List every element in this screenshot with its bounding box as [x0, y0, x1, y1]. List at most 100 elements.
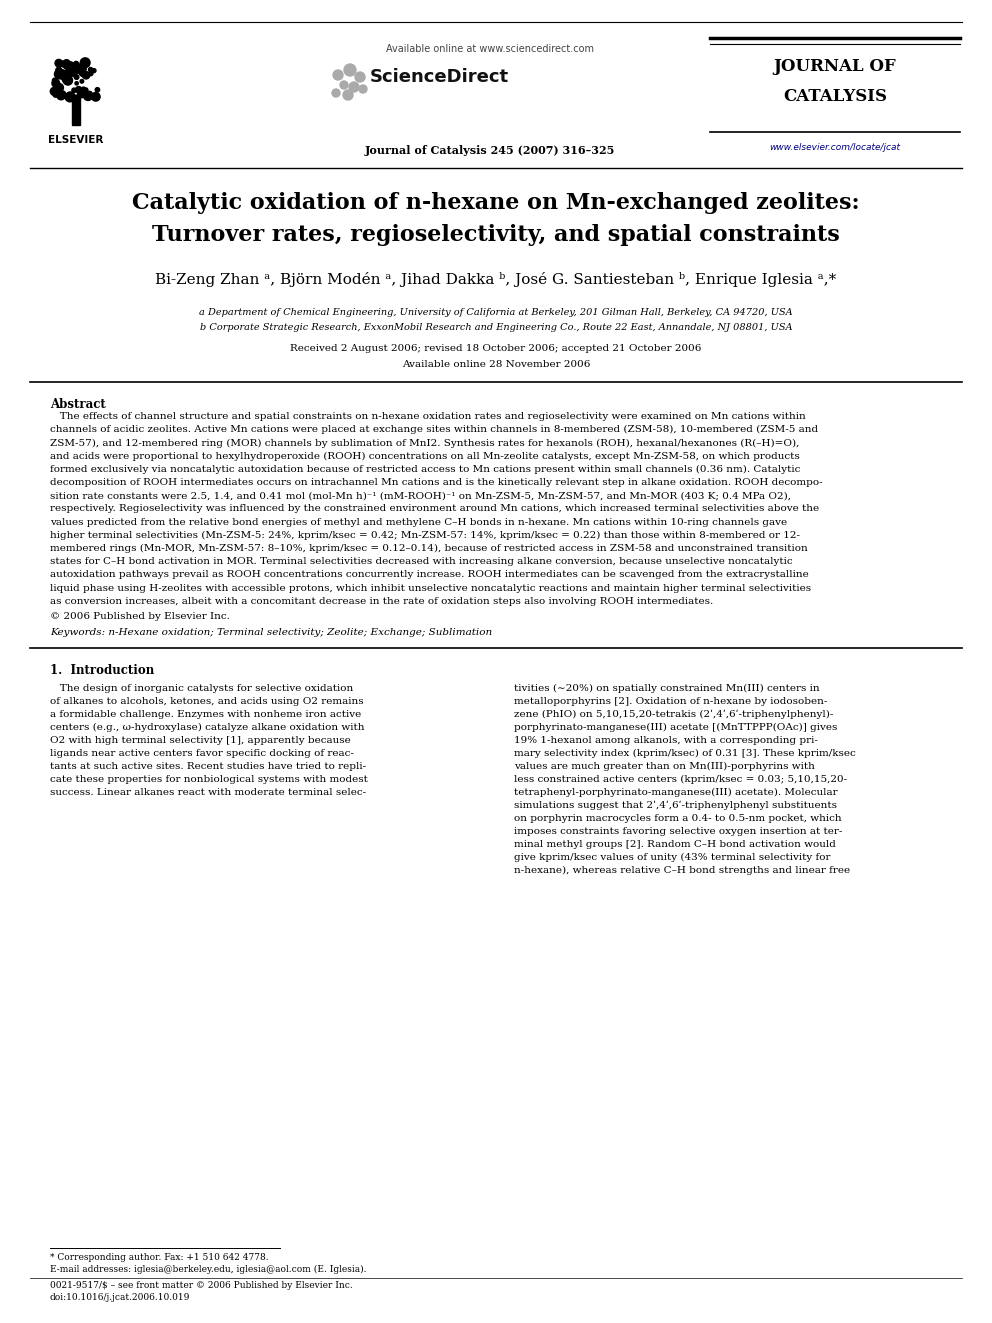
Text: a formidable challenge. Enzymes with nonheme iron active: a formidable challenge. Enzymes with non… [50, 710, 361, 718]
Circle shape [340, 81, 348, 89]
Text: tants at such active sites. Recent studies have tried to repli-: tants at such active sites. Recent studi… [50, 762, 366, 771]
Circle shape [73, 61, 78, 66]
Text: * Corresponding author. Fax: +1 510 642 4778.: * Corresponding author. Fax: +1 510 642 … [50, 1253, 269, 1262]
Circle shape [63, 70, 71, 78]
Text: mary selectivity index (kprim/ksec) of 0.31 [3]. These kprim/ksec: mary selectivity index (kprim/ksec) of 0… [514, 749, 856, 758]
Circle shape [344, 64, 356, 75]
Text: The effects of channel structure and spatial constraints on n-hexane oxidation r: The effects of channel structure and spa… [50, 411, 806, 421]
Text: Journal of Catalysis 245 (2007) 316–325: Journal of Catalysis 245 (2007) 316–325 [365, 146, 615, 156]
Text: values predicted from the relative bond energies of methyl and methylene C–H bon: values predicted from the relative bond … [50, 517, 787, 527]
Text: ligands near active centers favor specific docking of reac-: ligands near active centers favor specif… [50, 749, 354, 758]
Circle shape [66, 93, 74, 101]
Text: tivities (∼20%) on spatially constrained Mn(III) centers in: tivities (∼20%) on spatially constrained… [514, 684, 819, 693]
Circle shape [53, 78, 57, 83]
Text: as conversion increases, albeit with a concomitant decrease in the rate of oxida: as conversion increases, albeit with a c… [50, 597, 713, 606]
Text: minal methyl groups [2]. Random C–H bond activation would: minal methyl groups [2]. Random C–H bond… [514, 840, 836, 849]
Circle shape [69, 94, 73, 98]
Circle shape [63, 75, 72, 85]
Circle shape [65, 62, 74, 70]
Circle shape [57, 91, 65, 99]
Text: values are much greater than on Mn(III)-porphyrins with: values are much greater than on Mn(III)-… [514, 762, 814, 771]
Circle shape [73, 64, 83, 74]
Circle shape [332, 89, 340, 97]
Text: Keywords: n-Hexane oxidation; Terminal selectivity; Zeolite; Exchange; Sublimati: Keywords: n-Hexane oxidation; Terminal s… [50, 628, 492, 636]
Text: imposes constraints favoring selective oxygen insertion at ter-: imposes constraints favoring selective o… [514, 827, 842, 836]
Text: doi:10.1016/j.jcat.2006.10.019: doi:10.1016/j.jcat.2006.10.019 [50, 1293, 190, 1302]
Bar [72, 95, 80, 124]
Circle shape [75, 82, 78, 85]
Text: sition rate constants were 2.5, 1.4, and 0.41 mol (mol-Mn h)⁻¹ (mM-ROOH)⁻¹ on Mn: sition rate constants were 2.5, 1.4, and… [50, 491, 791, 500]
Text: ELSEVIER: ELSEVIER [49, 135, 104, 146]
Circle shape [75, 86, 82, 93]
Text: Available online at www.sciencedirect.com: Available online at www.sciencedirect.co… [386, 44, 594, 54]
Circle shape [78, 65, 86, 73]
Circle shape [66, 69, 73, 75]
Circle shape [51, 87, 59, 95]
Text: Received 2 August 2006; revised 18 October 2006; accepted 21 October 2006: Received 2 August 2006; revised 18 Octob… [291, 344, 701, 353]
Circle shape [71, 89, 76, 93]
Text: on porphyrin macrocycles form a 0.4- to 0.5-nm pocket, which: on porphyrin macrocycles form a 0.4- to … [514, 814, 841, 823]
Text: metalloporphyrins [2]. Oxidation of n-hexane by iodosoben-: metalloporphyrins [2]. Oxidation of n-he… [514, 697, 827, 706]
Circle shape [92, 69, 96, 73]
Circle shape [70, 64, 76, 70]
Circle shape [61, 73, 69, 81]
Circle shape [81, 87, 86, 91]
Text: Turnover rates, regioselectivity, and spatial constraints: Turnover rates, regioselectivity, and sp… [152, 224, 840, 246]
Text: states for C–H bond activation in MOR. Terminal selectivities decreased with inc: states for C–H bond activation in MOR. T… [50, 557, 793, 566]
Text: Catalytic oxidation of n-hexane on Mn-exchanged zeolites:: Catalytic oxidation of n-hexane on Mn-ex… [132, 192, 860, 214]
Text: zene (PhIO) on 5,10,15,20-tetrakis (2ʹ,4ʹ,6ʹ-triphenylphenyl)-: zene (PhIO) on 5,10,15,20-tetrakis (2ʹ,4… [514, 710, 833, 720]
Text: liquid phase using H-zeolites with accessible protons, which inhibit unselective: liquid phase using H-zeolites with acces… [50, 583, 811, 593]
Circle shape [59, 91, 65, 98]
Text: 0021-9517/$ – see front matter © 2006 Published by Elsevier Inc.: 0021-9517/$ – see front matter © 2006 Pu… [50, 1281, 353, 1290]
Text: less constrained active centers (kprim/ksec = 0.03; 5,10,15,20-: less constrained active centers (kprim/k… [514, 775, 847, 785]
Text: Bi-Zeng Zhan ᵃ, Björn Modén ᵃ, Jihad Dakka ᵇ, José G. Santiesteban ᵇ, Enrique Ig: Bi-Zeng Zhan ᵃ, Björn Modén ᵃ, Jihad Dak… [156, 273, 836, 287]
Circle shape [74, 74, 78, 79]
Text: higher terminal selectivities (Mn-ZSM-5: 24%, kprim/ksec = 0.42; Mn-ZSM-57: 14%,: higher terminal selectivities (Mn-ZSM-5:… [50, 531, 800, 540]
Text: © 2006 Published by Elsevier Inc.: © 2006 Published by Elsevier Inc. [50, 613, 230, 620]
Text: of alkanes to alcohols, ketones, and acids using O2 remains: of alkanes to alcohols, ketones, and aci… [50, 697, 364, 706]
Circle shape [343, 90, 353, 101]
Text: cate these properties for nonbiological systems with modest: cate these properties for nonbiological … [50, 775, 368, 785]
Circle shape [80, 58, 90, 67]
Circle shape [78, 66, 82, 70]
Text: porphyrinato-manganese(III) acetate [(MnTTPPP(OAc)] gives: porphyrinato-manganese(III) acetate [(Mn… [514, 722, 837, 732]
Text: a Department of Chemical Engineering, University of California at Berkeley, 201 : a Department of Chemical Engineering, Un… [199, 308, 793, 318]
Circle shape [84, 89, 88, 91]
Circle shape [88, 67, 93, 71]
Circle shape [66, 67, 75, 77]
Circle shape [88, 71, 93, 75]
Circle shape [55, 60, 62, 67]
Text: formed exclusively via noncatalytic autoxidation because of restricted access to: formed exclusively via noncatalytic auto… [50, 464, 801, 474]
Circle shape [82, 71, 89, 79]
Circle shape [63, 62, 71, 69]
Circle shape [95, 87, 99, 93]
Text: Abstract: Abstract [50, 398, 106, 411]
Text: centers (e.g., ω-hydroxylase) catalyze alkane oxidation with: centers (e.g., ω-hydroxylase) catalyze a… [50, 722, 364, 732]
Circle shape [64, 77, 72, 85]
Text: decomposition of ROOH intermediates occurs on intrachannel Mn cations and is the: decomposition of ROOH intermediates occu… [50, 478, 822, 487]
Text: JOURNAL OF: JOURNAL OF [774, 58, 897, 75]
Circle shape [56, 83, 63, 91]
Circle shape [65, 93, 74, 102]
Circle shape [87, 91, 92, 97]
Circle shape [78, 94, 82, 97]
Text: b Corporate Strategic Research, ExxonMobil Research and Engineering Co., Route 2: b Corporate Strategic Research, ExxonMob… [199, 323, 793, 332]
Text: simulations suggest that 2ʹ,4ʹ,6ʹ-triphenylphenyl substituents: simulations suggest that 2ʹ,4ʹ,6ʹ-triphe… [514, 800, 837, 810]
Text: 1.  Introduction: 1. Introduction [50, 664, 154, 677]
Circle shape [62, 60, 70, 67]
Text: n-hexane), whereas relative C–H bond strengths and linear free: n-hexane), whereas relative C–H bond str… [514, 867, 850, 875]
Text: success. Linear alkanes react with moderate terminal selec-: success. Linear alkanes react with moder… [50, 789, 366, 796]
Circle shape [54, 93, 58, 97]
Circle shape [53, 90, 61, 97]
Text: respectively. Regioselectivity was influenced by the constrained environment aro: respectively. Regioselectivity was influ… [50, 504, 819, 513]
Circle shape [349, 82, 359, 93]
Circle shape [55, 69, 64, 79]
Circle shape [69, 69, 76, 77]
Circle shape [75, 75, 78, 79]
Circle shape [79, 70, 86, 77]
Circle shape [77, 89, 86, 98]
Circle shape [79, 66, 82, 70]
Circle shape [58, 70, 62, 75]
Text: ZSM-57), and 12-membered ring (MOR) channels by sublimation of MnI2. Synthesis r: ZSM-57), and 12-membered ring (MOR) chan… [50, 438, 800, 447]
Text: Available online 28 November 2006: Available online 28 November 2006 [402, 360, 590, 369]
